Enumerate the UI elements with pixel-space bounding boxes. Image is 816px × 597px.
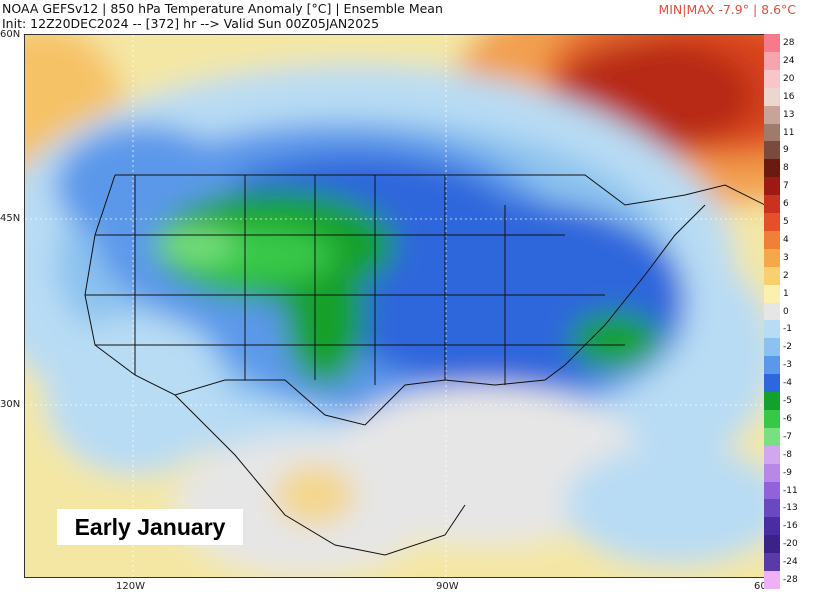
colorbar-tick-label: -7 <box>783 431 792 442</box>
colorbar-swatch <box>764 374 780 393</box>
colorbar-swatch <box>764 320 780 339</box>
colorbar-tick-label: 2 <box>783 270 789 281</box>
anomaly-map <box>24 34 766 578</box>
colorbar-tick-label: 20 <box>783 73 795 84</box>
map-title: NOAA GEFSv12 | 850 hPa Temperature Anoma… <box>2 1 443 16</box>
colorbar-tick-label: 3 <box>783 252 789 263</box>
colorbar-swatch <box>764 105 780 124</box>
political-boundaries <box>84 174 765 556</box>
lon-label-120w: 120W <box>116 581 145 592</box>
colorbar-swatch <box>764 177 780 196</box>
colorbar-tick-label: -16 <box>783 521 798 532</box>
colorbar-tick-label: -4 <box>783 378 792 389</box>
colorbar-swatch <box>764 571 780 590</box>
colorbar-swatch <box>764 213 780 232</box>
colorbar-tick-label: -8 <box>783 449 792 460</box>
colorbar-swatch <box>764 463 780 482</box>
anomaly-field <box>25 35 765 577</box>
colorbar-tick-label: 1 <box>783 288 789 299</box>
colorbar-tick-label: 7 <box>783 181 789 192</box>
colorbar-tick-label: -3 <box>783 360 792 371</box>
colorbar-swatch <box>764 553 780 572</box>
colorbar-tick-label: 28 <box>783 38 795 48</box>
colorbar-tick-label: 8 <box>783 163 789 174</box>
colorbar-swatch <box>764 338 780 357</box>
lat-label-60n: 60N <box>0 29 21 40</box>
colorbar-tick-label: 16 <box>783 91 795 102</box>
colorbar-swatch <box>764 392 780 411</box>
colorbar-tick-label: 0 <box>783 306 789 317</box>
colorbar-tick-label: -24 <box>783 557 798 568</box>
colorbar-tick-label: -2 <box>783 342 792 353</box>
colorbar-swatch <box>764 409 780 429</box>
colorbar-swatch <box>764 69 780 89</box>
colorbar-tick-label: 24 <box>783 55 795 66</box>
colorbar-swatch <box>764 499 780 518</box>
colorbar-swatch <box>764 445 780 465</box>
colorbar-swatch <box>764 141 780 160</box>
colorbar-swatch <box>764 517 780 536</box>
colorbar-swatch <box>764 230 780 250</box>
colorbar-tick-label: -11 <box>783 485 798 496</box>
colorbar-swatch <box>764 248 780 268</box>
colorbar-swatch <box>764 266 780 286</box>
colorbar-swatch <box>764 535 780 554</box>
colorbar-swatch <box>764 159 780 178</box>
colorbar-tick-label: -13 <box>783 503 798 514</box>
colorbar-swatch <box>764 195 780 214</box>
colorbar-swatch <box>764 481 780 500</box>
colorbar: 28 24 20 16 13 11 9 8 7 6 5 4 3 2 1 0 -1 -2 -3 -4 -5 -6 -7 -8 -9… <box>764 34 816 594</box>
colorbar-tick-label: 6 <box>783 199 789 210</box>
colorbar-swatch <box>764 34 780 53</box>
colorbar-tick-label: -28 <box>783 575 798 585</box>
colorbar-swatch <box>764 302 780 321</box>
colorbar-tick-label: 11 <box>783 127 795 138</box>
colorbar-tick-label: -9 <box>783 467 792 478</box>
colorbar-swatch <box>764 123 780 142</box>
colorbar-swatch <box>764 427 780 447</box>
colorbar-tick-label: -5 <box>783 396 792 406</box>
colorbar-swatch <box>764 284 780 303</box>
lat-label-30n: 30N <box>0 399 21 410</box>
colorbar-tick-label: 4 <box>783 234 789 245</box>
colorbar-swatch <box>764 87 780 107</box>
colorbar-tick-label: -1 <box>783 324 792 335</box>
colorbar-tick-label: 9 <box>783 145 789 156</box>
min-max-readout: MIN|MAX -7.9° | 8.6°C <box>658 2 796 17</box>
graticule <box>25 35 765 577</box>
colorbar-swatch <box>764 356 780 375</box>
colorbar-tick-label: -6 <box>783 413 792 424</box>
colorbar-tick-label: -20 <box>783 539 798 550</box>
colorbar-tick-label: 13 <box>783 109 795 120</box>
colorbar-swatch <box>764 51 780 71</box>
colorbar-tick-label: 5 <box>783 217 789 227</box>
lat-label-45n: 45N <box>0 213 21 224</box>
anomaly-map-svg <box>25 35 765 577</box>
lon-label-60: 60 <box>754 581 767 592</box>
period-label: Early January <box>57 509 243 545</box>
map-init-info: Init: 12Z20DEC2024 -- [372] hr --> Valid… <box>2 16 380 31</box>
lon-label-90w: 90W <box>436 581 459 592</box>
